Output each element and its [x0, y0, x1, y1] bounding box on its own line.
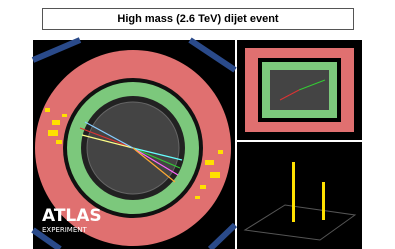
- logo: ATLAS: [42, 206, 102, 226]
- page: {"header": {"title": "High mass (2.6 TeV…: [0, 0, 395, 249]
- event-display: ATLAS EXPERIMENT: [0, 0, 395, 249]
- lego-tower: [292, 162, 295, 222]
- lego-bg: [237, 142, 362, 249]
- lego-tower: [322, 182, 325, 220]
- logo-subtitle: EXPERIMENT: [42, 226, 87, 234]
